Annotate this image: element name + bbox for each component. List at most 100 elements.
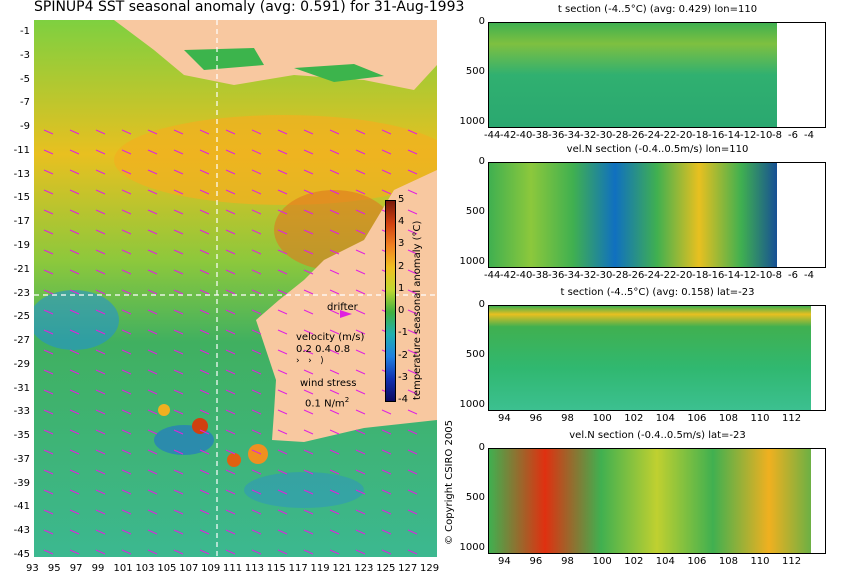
wind-arrow	[199, 549, 210, 555]
latitude-label: -45	[13, 549, 30, 560]
latitude-label: -27	[13, 335, 30, 347]
latitude-label: -31	[13, 382, 30, 394]
section-x-tick: -12	[740, 130, 757, 141]
section-x-tick: -22	[660, 130, 677, 141]
wind-arrow	[147, 529, 158, 535]
wind-arrow	[225, 309, 236, 315]
section-x-tick: -16	[708, 130, 725, 141]
colorbar-tick: 5	[398, 194, 405, 205]
section-plot[interactable]	[488, 162, 826, 268]
wind-arrow	[121, 549, 132, 555]
latitude-label: -5	[20, 73, 30, 85]
wind-arrow	[199, 309, 210, 315]
section-x-tick: -16	[708, 270, 725, 281]
wind-arrow	[329, 429, 340, 435]
section-x-tick: -42	[500, 270, 517, 281]
colorbar-tick: -1	[398, 327, 408, 339]
section-plot[interactable]	[488, 305, 826, 411]
section-x-tick: -12	[740, 270, 757, 281]
section-plot[interactable]	[488, 22, 826, 128]
section-title: vel.N section (-0.4..0.5m/s) lon=110	[566, 144, 749, 155]
wind-arrow	[69, 129, 80, 135]
sst-anomaly-map[interactable]	[34, 20, 437, 557]
wind-arrow	[69, 489, 80, 495]
wind-arrow	[225, 229, 236, 235]
section-x-tick: 108	[718, 413, 738, 424]
section-x-tick: -44	[484, 270, 501, 281]
colorbar-tick: -4	[398, 394, 408, 405]
wind-arrow	[329, 209, 340, 215]
section-x-tick: -22	[660, 270, 677, 281]
wind-arrow	[121, 369, 132, 375]
wind-arrow	[173, 329, 184, 335]
wind-arrow	[199, 429, 210, 435]
wind-arrow	[225, 369, 236, 375]
depth-tick: 0	[478, 16, 485, 27]
wind-arrow	[303, 369, 314, 375]
section-x-tick: 110	[750, 413, 770, 424]
longitude-label: 119	[310, 563, 330, 574]
wind-arrow	[277, 289, 288, 295]
section-x-tick: -30	[596, 270, 613, 281]
wind-arrow	[303, 549, 314, 555]
wind-arrow	[69, 329, 80, 335]
wind-arrow	[43, 249, 54, 255]
section-x-tick: 100	[592, 413, 612, 424]
wind-arrow	[355, 309, 366, 315]
wind-arrow	[43, 509, 54, 515]
wind-arrow	[381, 469, 392, 475]
wind-arrow	[277, 149, 288, 155]
longitude-label: 117	[288, 563, 308, 574]
wind-arrow	[43, 189, 54, 195]
wind-arrow	[407, 449, 418, 455]
wind-arrow	[173, 169, 184, 175]
wind-arrow	[121, 409, 132, 415]
wind-arrow	[381, 429, 392, 435]
wind-arrow	[277, 389, 288, 395]
wind-arrow	[329, 529, 340, 535]
wind-arrow	[277, 529, 288, 535]
wind-arrow	[121, 269, 132, 275]
wind-arrow	[199, 149, 210, 155]
wind-arrow	[251, 549, 262, 555]
wind-arrow	[121, 209, 132, 215]
wind-arrow	[277, 469, 288, 475]
wind-arrow	[303, 289, 314, 295]
wind-arrow	[95, 429, 106, 435]
wind-arrow	[277, 169, 288, 175]
section-x-tick: 98	[561, 413, 574, 424]
latitude-label: -1	[20, 26, 30, 37]
wind-arrow	[355, 169, 366, 175]
wind-arrow	[173, 549, 184, 555]
section-title: t section (-4..5°C) (avg: 0.429) lon=110	[557, 4, 758, 15]
wind-arrow	[355, 349, 366, 355]
wind-arrow	[173, 349, 184, 355]
wind-arrow	[407, 349, 418, 355]
wind-arrow	[69, 249, 80, 255]
colorbar-label: temperature seasonal anomaly (°C)	[412, 220, 423, 400]
wind-arrow	[43, 489, 54, 495]
wind-arrow	[277, 229, 288, 235]
section-x-tick: -40	[516, 130, 533, 141]
wind-arrow	[147, 429, 158, 435]
wind-arrow	[95, 329, 106, 335]
wind-arrow	[355, 229, 366, 235]
wind-arrow	[251, 429, 262, 435]
wind-arrow	[407, 249, 418, 255]
longitude-label: 99	[91, 563, 105, 574]
wind-arrow	[329, 489, 340, 495]
wind-arrow	[329, 369, 340, 375]
wind-arrow	[69, 269, 80, 275]
wind-arrow	[95, 289, 106, 295]
wind-arrow	[95, 349, 106, 355]
wind-arrow	[251, 209, 262, 215]
wind-arrow	[407, 509, 418, 515]
wind-arrow	[407, 429, 418, 435]
wind-arrow	[381, 489, 392, 495]
section-plot[interactable]	[488, 448, 826, 554]
wind-arrow	[199, 269, 210, 275]
longitude-label: 101	[113, 563, 133, 574]
wind-arrow	[173, 269, 184, 275]
wind-arrow	[199, 169, 210, 175]
wind-arrow	[173, 529, 184, 535]
